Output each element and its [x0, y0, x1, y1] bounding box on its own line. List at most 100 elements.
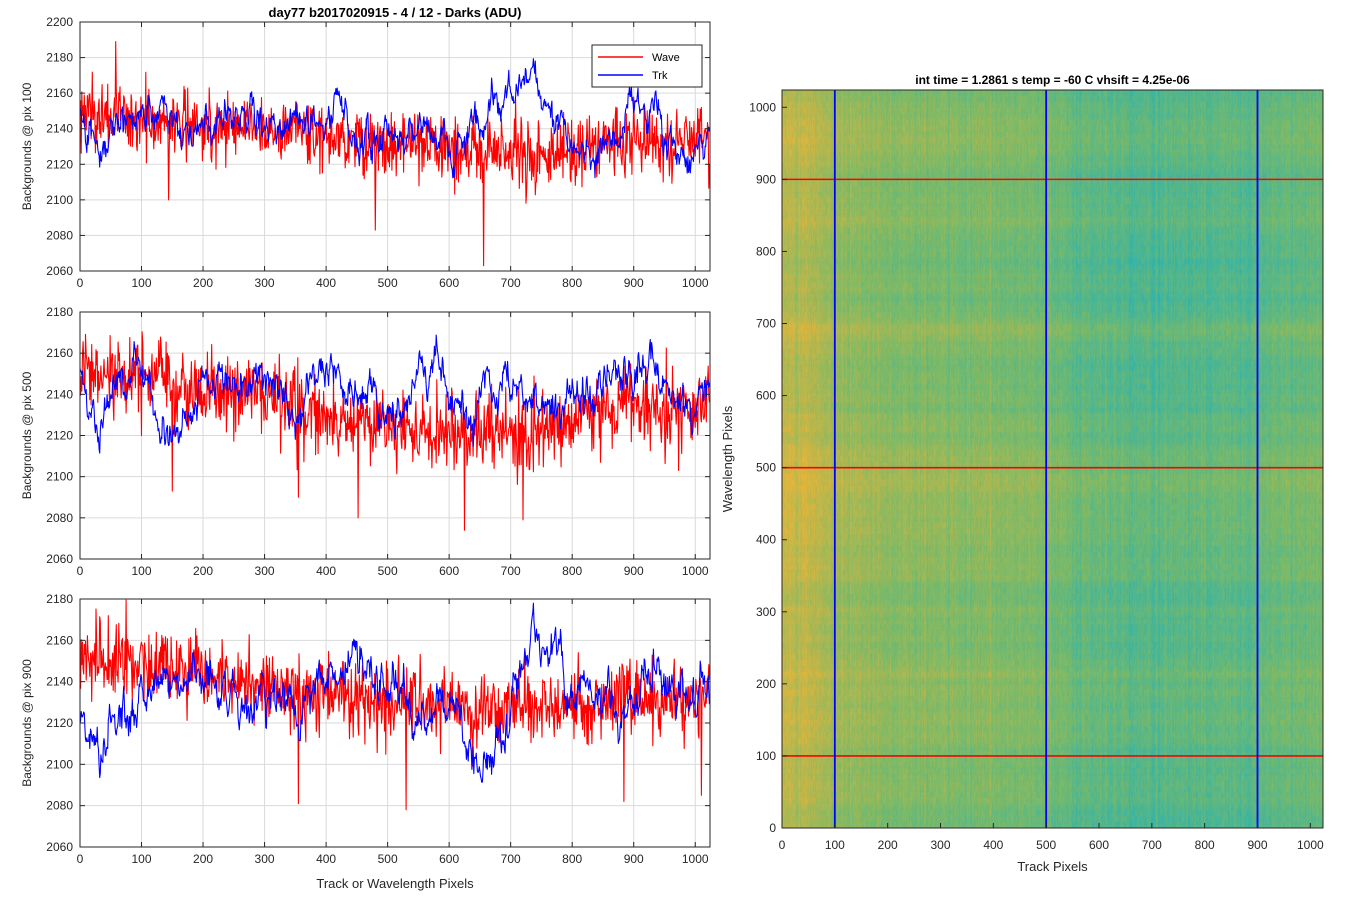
- y-tick-label: 2100: [46, 470, 73, 484]
- series-line-trk: [80, 334, 710, 454]
- y-axis-label: Backgrounds @ pix 100: [20, 82, 34, 210]
- x-tick-label: 700: [501, 564, 521, 578]
- heatmap-x-axis-label: Track Pixels: [1017, 859, 1088, 874]
- y-tick-label: 2140: [46, 122, 73, 136]
- x-tick-label: 600: [439, 276, 459, 290]
- x-tick-label: 900: [624, 564, 644, 578]
- y-tick-label: 2060: [46, 552, 73, 566]
- heatmap-title: int time = 1.2861 s temp = -60 C vhsift …: [915, 73, 1190, 87]
- y-tick-label: 2180: [46, 305, 73, 319]
- y-tick-label: 2180: [46, 592, 73, 606]
- y-tick-label: 400: [756, 533, 776, 547]
- x-tick-label: 800: [562, 564, 582, 578]
- x-tick-label: 200: [193, 852, 213, 866]
- x-tick-label: 500: [378, 276, 398, 290]
- x-tick-label: 400: [316, 276, 336, 290]
- y-tick-label: 2160: [46, 346, 73, 360]
- y-tick-label: 800: [756, 244, 776, 258]
- x-tick-label: 100: [132, 852, 152, 866]
- y-tick-label: 1000: [749, 100, 776, 114]
- legend: Wave Trk: [591, 44, 703, 88]
- y-tick-label: 2160: [46, 633, 73, 647]
- y-tick-label: 2140: [46, 387, 73, 401]
- x-tick-label: 300: [255, 564, 275, 578]
- x-tick-label: 1000: [682, 276, 709, 290]
- y-tick-label: 200: [756, 677, 776, 691]
- x-tick-label: 600: [439, 564, 459, 578]
- x-tick-label: 300: [930, 838, 950, 852]
- x-tick-label: 1000: [682, 564, 709, 578]
- series-line-trk: [80, 602, 710, 783]
- x-tick-label: 900: [624, 276, 644, 290]
- x-tick-label: 0: [77, 276, 84, 290]
- y-tick-label: 2120: [46, 157, 73, 171]
- y-tick-label: 600: [756, 389, 776, 403]
- x-tick-label: 1000: [682, 852, 709, 866]
- x-tick-label: 500: [378, 852, 398, 866]
- y-tick-label: 2080: [46, 799, 73, 813]
- x-tick-label: 800: [1195, 838, 1215, 852]
- heatmap-y-axis-label: Wavelength Pixels: [720, 405, 735, 512]
- y-tick-label: 2140: [46, 675, 73, 689]
- plot-pix-500: 0 100 200 300 400 500 600 700 800 900 1000 2060 2080…: [20, 305, 711, 578]
- x-tick-label: 400: [316, 852, 336, 866]
- heatmap-image: [782, 90, 1323, 828]
- figure-title: day77 b2017020915 - 4 / 12 - Darks (ADU): [269, 5, 522, 20]
- y-tick-label: 2100: [46, 193, 73, 207]
- x-tick-label: 500: [378, 564, 398, 578]
- heatmap-plot: int time = 1.2861 s temp = -60 C vhsift …: [720, 73, 1324, 874]
- x-tick-label: 400: [316, 564, 336, 578]
- x-tick-label: 500: [1036, 838, 1056, 852]
- y-tick-label: 300: [756, 605, 776, 619]
- y-tick-label: 2200: [46, 15, 73, 29]
- axes-box: [79, 21, 711, 272]
- x-tick-label: 700: [501, 852, 521, 866]
- x-tick-label: 800: [562, 852, 582, 866]
- x-tick-label: 100: [825, 838, 845, 852]
- heatmap-axes-box: [781, 89, 1324, 829]
- series-line-wave: [80, 41, 710, 267]
- x-tick-label: 300: [255, 852, 275, 866]
- y-tick-label: 2060: [46, 840, 73, 854]
- y-tick-label: 2120: [46, 429, 73, 443]
- y-tick-label: 2100: [46, 757, 73, 771]
- y-tick-label: 2080: [46, 511, 73, 525]
- y-tick-label: 2160: [46, 86, 73, 100]
- y-tick-label: 500: [756, 461, 776, 475]
- y-tick-label: 100: [756, 749, 776, 763]
- x-tick-label: 200: [193, 564, 213, 578]
- legend-trk-label: Trk: [652, 70, 668, 82]
- y-tick-label: 900: [756, 172, 776, 186]
- x-tick-label: 100: [132, 564, 152, 578]
- x-tick-label: 600: [439, 852, 459, 866]
- x-tick-label: 700: [1142, 838, 1162, 852]
- x-tick-label: 200: [193, 276, 213, 290]
- y-axis-label: Backgrounds @ pix 900: [20, 659, 34, 787]
- legend-wave-label: Wave: [652, 52, 680, 64]
- x-tick-label: 0: [77, 564, 84, 578]
- x-axis-label: Track or Wavelength Pixels: [316, 876, 474, 891]
- y-tick-label: 2060: [46, 264, 73, 278]
- x-tick-label: 400: [983, 838, 1003, 852]
- x-tick-label: 900: [624, 852, 644, 866]
- x-tick-label: 300: [255, 276, 275, 290]
- x-tick-label: 100: [132, 276, 152, 290]
- y-axis-label: Backgrounds @ pix 500: [20, 371, 34, 499]
- x-tick-label: 600: [1089, 838, 1109, 852]
- y-tick-label: 700: [756, 317, 776, 331]
- x-tick-label: 800: [562, 276, 582, 290]
- series-line-trk: [80, 58, 710, 179]
- plot-pix-900: 0 100 200 300 400 500 600 700 800 900 1000 2060 2080…: [20, 592, 711, 891]
- x-tick-label: 1000: [1297, 838, 1324, 852]
- y-tick-label: 2120: [46, 716, 73, 730]
- y-tick-label: 2080: [46, 228, 73, 242]
- x-tick-label: 0: [77, 852, 84, 866]
- y-tick-label: 2180: [46, 51, 73, 65]
- legend-box: [591, 44, 703, 88]
- x-tick-label: 700: [501, 276, 521, 290]
- x-tick-label: 900: [1247, 838, 1267, 852]
- y-tick-label: 0: [769, 821, 776, 835]
- x-tick-label: 200: [878, 838, 898, 852]
- x-tick-label: 0: [779, 838, 786, 852]
